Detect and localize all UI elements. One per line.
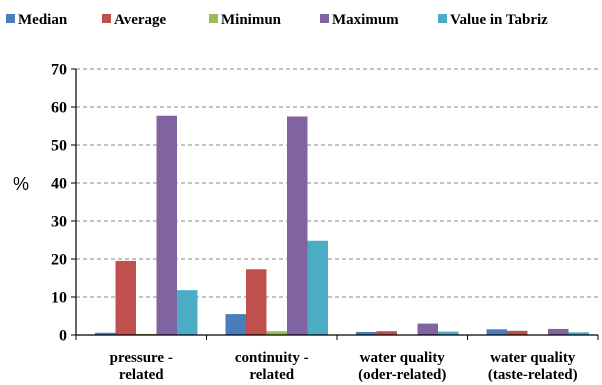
legend: Median Average Minimun Maximum Value in Tabr… [6, 12, 548, 28]
bar-average [507, 330, 528, 335]
x-category-label: water quality (taste-related) [488, 350, 578, 383]
legend-swatch [438, 14, 447, 23]
bar-median [486, 329, 507, 335]
y-tick-label: 60 [51, 100, 67, 117]
y-tick-label: 70 [51, 62, 67, 79]
y-tick-label: 10 [51, 290, 67, 307]
y-tick-label: 50 [51, 138, 67, 155]
x-category-label: water quality (oder-related) [358, 350, 446, 383]
x-category-label-line: related [119, 367, 164, 383]
y-tick-label: 20 [51, 252, 67, 269]
legend-label: Value in Tabriz [450, 12, 548, 28]
y-tick-label: 30 [51, 214, 67, 231]
legend-label: Maximum [332, 12, 399, 28]
legend-label: Average [114, 12, 167, 28]
x-category-label: continuity -related [235, 350, 309, 383]
bar-value-in-tabriz [177, 290, 198, 335]
bar-median [95, 332, 116, 335]
y-axis-label: % [13, 174, 29, 194]
bar-value-in-tabriz [307, 240, 328, 335]
legend-swatch [102, 14, 111, 23]
y-tick-labels: 0 10 20 30 40 50 60 70 [51, 62, 67, 345]
bar-minimun [266, 331, 287, 335]
x-category-label-line: continuity - [235, 350, 309, 366]
gridlines [71, 68, 598, 336]
legend-swatch [320, 14, 329, 23]
bar-value-in-tabriz [438, 331, 459, 335]
axes [75, 69, 599, 340]
x-category-label-line: related [249, 367, 294, 383]
bar-average [376, 331, 397, 335]
x-category-label-line: water quality [490, 350, 576, 366]
legend-swatch [209, 14, 218, 23]
bar-average [115, 260, 136, 335]
x-category-label-line: (taste-related) [488, 367, 578, 383]
bar-median [225, 314, 246, 335]
bars [95, 115, 589, 336]
x-category-label-line: pressure - [110, 350, 173, 366]
y-tick-label: 0 [59, 328, 67, 345]
bar-median [356, 331, 377, 335]
x-category-label-line: water quality [360, 350, 446, 366]
x-category-label: pressure -related [110, 350, 173, 383]
bar-maximum [548, 328, 569, 335]
bar-value-in-tabriz [568, 332, 589, 335]
y-tick-label: 40 [51, 176, 67, 193]
legend-label: Minimun [221, 12, 282, 28]
bar-maximum [287, 116, 308, 335]
bar-maximum [156, 115, 177, 336]
bar-average [246, 269, 267, 335]
legend-swatch [6, 14, 15, 23]
x-category-label-line: (oder-related) [358, 367, 446, 383]
bar-maximum [417, 323, 438, 335]
legend-label: Median [18, 12, 68, 28]
